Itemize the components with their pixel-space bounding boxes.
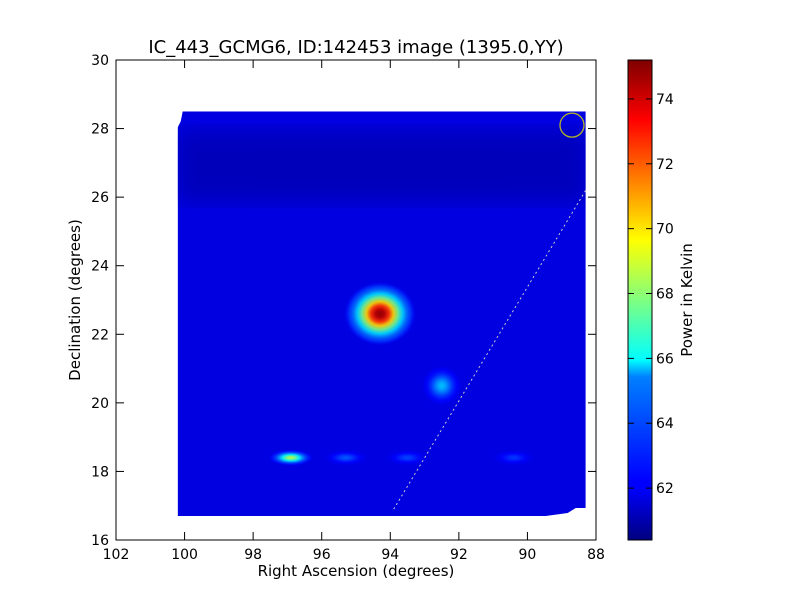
source-blob [385,449,430,466]
source-blob [491,449,536,466]
colorbar-ticks: 62 64 66 68 70 72 74 [628,92,674,497]
heatmap-image [177,111,586,516]
x-tick-label: 88 [587,547,605,563]
y-tick-label: 18 [91,464,109,480]
colorbar-tick-label: 64 [656,416,674,432]
x-tick-label: 92 [450,547,468,563]
y-axis-label: Declination (degrees) [66,219,84,381]
colorbar [627,59,653,541]
colorbar-tick-label: 66 [656,351,674,367]
x-axis-label: Right Ascension (degrees) [258,562,455,580]
source-blob [421,365,462,406]
colorbar-tick-label: 62 [656,481,674,497]
source-blob [344,281,416,346]
x-tick-label: 94 [381,547,399,563]
y-tick-label: 28 [91,122,109,138]
y-tick-label: 26 [91,190,109,206]
colorbar-tick-label: 72 [656,157,674,173]
y-tick-label: 22 [91,327,109,343]
plot-frame [115,59,597,541]
colorbar-label: Power in Kelvin [678,243,696,357]
colorbar-tick-label: 68 [656,287,674,303]
x-tick-label: 96 [313,547,331,563]
source-blob [268,449,313,466]
x-tick-label: 90 [519,547,537,563]
y-axis-ticks: 16 18 20 22 24 26 28 30 [91,53,596,549]
x-tick-label: 102 [103,547,130,563]
y-tick-label: 20 [91,396,109,412]
x-axis-ticks: 102 100 98 96 94 92 90 88 [103,60,605,563]
y-tick-label: 16 [91,533,109,549]
source-blob [323,449,368,466]
galactic-plane-line [393,190,587,510]
x-tick-label: 100 [171,547,198,563]
map-low-region [177,131,586,202]
colorbar-tick-label: 70 [656,222,674,238]
x-tick-label: 98 [244,547,262,563]
y-tick-label: 24 [91,259,109,275]
beam-marker-circle [559,112,585,138]
colorbar-tick-label: 74 [656,92,674,108]
y-tick-label: 30 [91,53,109,69]
chart-title: IC_443_GCMG6, ID:142453 image (1395.0,YY… [148,37,563,58]
